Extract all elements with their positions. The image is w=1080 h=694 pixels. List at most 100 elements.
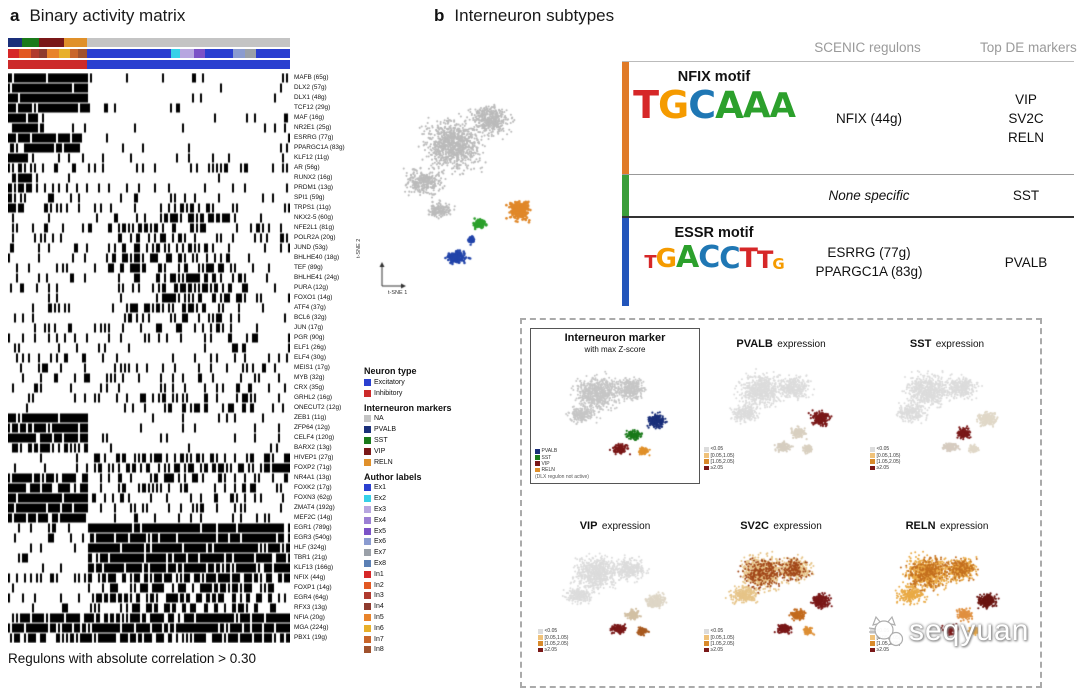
regulon-table-row: None specific SST — [622, 174, 1074, 216]
regulon-row-label: JUN (17g) — [294, 324, 324, 331]
annotation-segment — [78, 49, 87, 58]
regulon-row-label: NR2E1 (25g) — [294, 124, 332, 131]
marker-panel-subtitle: with max Z-score — [584, 344, 646, 354]
legend-swatch — [364, 538, 371, 546]
legend-note: (DLX regulon not active) — [535, 474, 589, 480]
legend-group-author-labels: Author labels Ex1 Ex2 Ex3 Ex4 Ex5 Ex6 Ex7 Ex8 In1… — [364, 472, 474, 656]
legend-item: In4 — [364, 601, 474, 612]
regulon-row-label: PURA (12g) — [294, 284, 329, 291]
annotation-segment — [22, 38, 39, 47]
regulon-row-label: MYB (32g) — [294, 374, 325, 381]
legend-item: [0.05,1.05) — [870, 452, 901, 459]
regulon-row-label: ELF1 (26g) — [294, 344, 326, 351]
tsne-mini-canvas — [534, 535, 684, 652]
annotation-track-interneuron-markers — [8, 38, 290, 47]
legend-swatch — [538, 647, 543, 653]
legend-swatch — [364, 506, 371, 514]
regulon-row-label: KLF12 (11g) — [294, 154, 330, 161]
legend-item-label: VIP — [541, 460, 550, 467]
watermark: seqyuan — [866, 614, 1029, 648]
legend-item: VIP — [535, 461, 589, 467]
legend-item-label: Ex4 — [374, 516, 387, 524]
legend-item-label: [1.05,2.05) — [876, 640, 901, 647]
regulon-row-label: NR4A1 (13g) — [294, 474, 332, 481]
regulon-class-bar — [622, 175, 629, 216]
motif-letter: T — [739, 242, 758, 274]
legend-swatch — [364, 378, 371, 386]
legend-swatch — [364, 635, 371, 643]
motif-letter: C — [698, 240, 720, 275]
legend-item: In6 — [364, 623, 474, 634]
regulon-row-label: RUNX2 (16g) — [294, 174, 333, 181]
legend-item-label: NA — [374, 415, 384, 423]
legend-item-label: Ex7 — [374, 549, 387, 557]
legend-swatch — [364, 389, 371, 397]
expression-panel-title: PVALB expression — [700, 334, 862, 352]
legend-item: Ex7 — [364, 547, 474, 558]
regulon-row-label: NFE2L1 (81g) — [294, 224, 335, 231]
regulon-row-label: HIVEP1 (27g) — [294, 454, 334, 461]
legend-item-label: ≥2.05 — [544, 646, 557, 653]
regulon-row-label: ZFP64 (12g) — [294, 424, 330, 431]
annotation-segment — [205, 49, 234, 58]
legend-swatch — [538, 635, 543, 640]
legend-item-label: In2 — [374, 581, 384, 589]
table-header-top-de-markers: Top DE markers — [980, 40, 1077, 55]
expression-legend: <0.05[0.05,1.05)[1.05,2.05)≥2.05 — [538, 628, 568, 653]
expression-panel-title: SST expression — [866, 334, 1028, 352]
tsne-mini-canvas — [536, 354, 686, 471]
table-header-scenic-regulons: SCENIC regulons — [814, 40, 921, 55]
regulon-row-label: MEIS1 (17g) — [294, 364, 330, 371]
legend-item: Ex5 — [364, 526, 474, 537]
legend-swatch — [535, 455, 540, 460]
regulon-row-label: BHLHE41 (24g) — [294, 274, 340, 281]
panel-a-title: Binary activity matrix — [29, 6, 186, 25]
regulon-row-label: JUND (53g) — [294, 244, 328, 251]
regulon-name: PPARGC1A (83g) — [815, 264, 923, 279]
legend-item: In1 — [364, 569, 474, 580]
regulon-row-label: TBR1 (21g) — [294, 554, 328, 561]
regulon-row-label: CRX (35g) — [294, 384, 325, 391]
expression-suffix-label: expression — [940, 521, 989, 532]
legend-item-label: Ex8 — [374, 560, 387, 568]
annotation-track-author-labels — [8, 49, 290, 58]
panel-a-label: a — [10, 6, 20, 25]
regulon-row-label: EGR1 (789g) — [294, 524, 332, 531]
legend-swatch — [870, 459, 875, 464]
regulon-names: ESRRG (77g) PPARGC1A (83g) — [790, 218, 948, 306]
regulon-row-label: FOXN3 (62g) — [294, 494, 333, 501]
main-tsne-plot — [368, 60, 563, 292]
expression-panel: SST expression <0.05 [0.05,1.05) [1.05,2.05… — [866, 334, 1028, 474]
legend-item-label: [0.05,1.05) — [876, 452, 901, 459]
de-marker: SV2C — [1008, 110, 1044, 126]
regulon-row-label: TCF12 (29g) — [294, 104, 331, 111]
legend-item: Ex3 — [364, 504, 474, 515]
legend-item-label: ≥2.05 — [876, 464, 889, 471]
legend-item-label: ≥2.05 — [876, 646, 889, 653]
legend-swatch — [704, 447, 709, 452]
regulon-names: None specific — [790, 175, 948, 216]
legend-swatch — [870, 465, 875, 471]
legend-group-title: Neuron type — [364, 366, 417, 376]
de-markers: VIP SV2C RELN — [978, 62, 1074, 174]
annotation-segment — [30, 49, 39, 58]
legend-item-label: In7 — [374, 635, 384, 643]
legend-item-label: In3 — [374, 592, 384, 600]
expression-suffix-label: expression — [601, 521, 651, 532]
legend-item-label: Ex2 — [374, 495, 387, 503]
legend-swatch — [704, 453, 709, 458]
table-header-divider — [622, 61, 1074, 62]
panel-a-caption: Regulons with absolute correlation > 0.3… — [8, 651, 257, 666]
regulon-row-label: ATF4 (37g) — [294, 304, 326, 311]
regulon-row-label: CELF4 (120g) — [294, 434, 335, 441]
legend-swatch — [704, 459, 709, 464]
annotation-segment — [233, 49, 245, 58]
tsne-mini-canvas — [700, 535, 850, 652]
figure-legend: Neuron type Excitatory Inhibitory Interneur… — [364, 362, 474, 655]
regulon-row-label: ONECUT2 (12g) — [294, 404, 342, 411]
annotation-segment — [47, 49, 59, 58]
legend-item-label: Inhibitory — [374, 389, 403, 397]
